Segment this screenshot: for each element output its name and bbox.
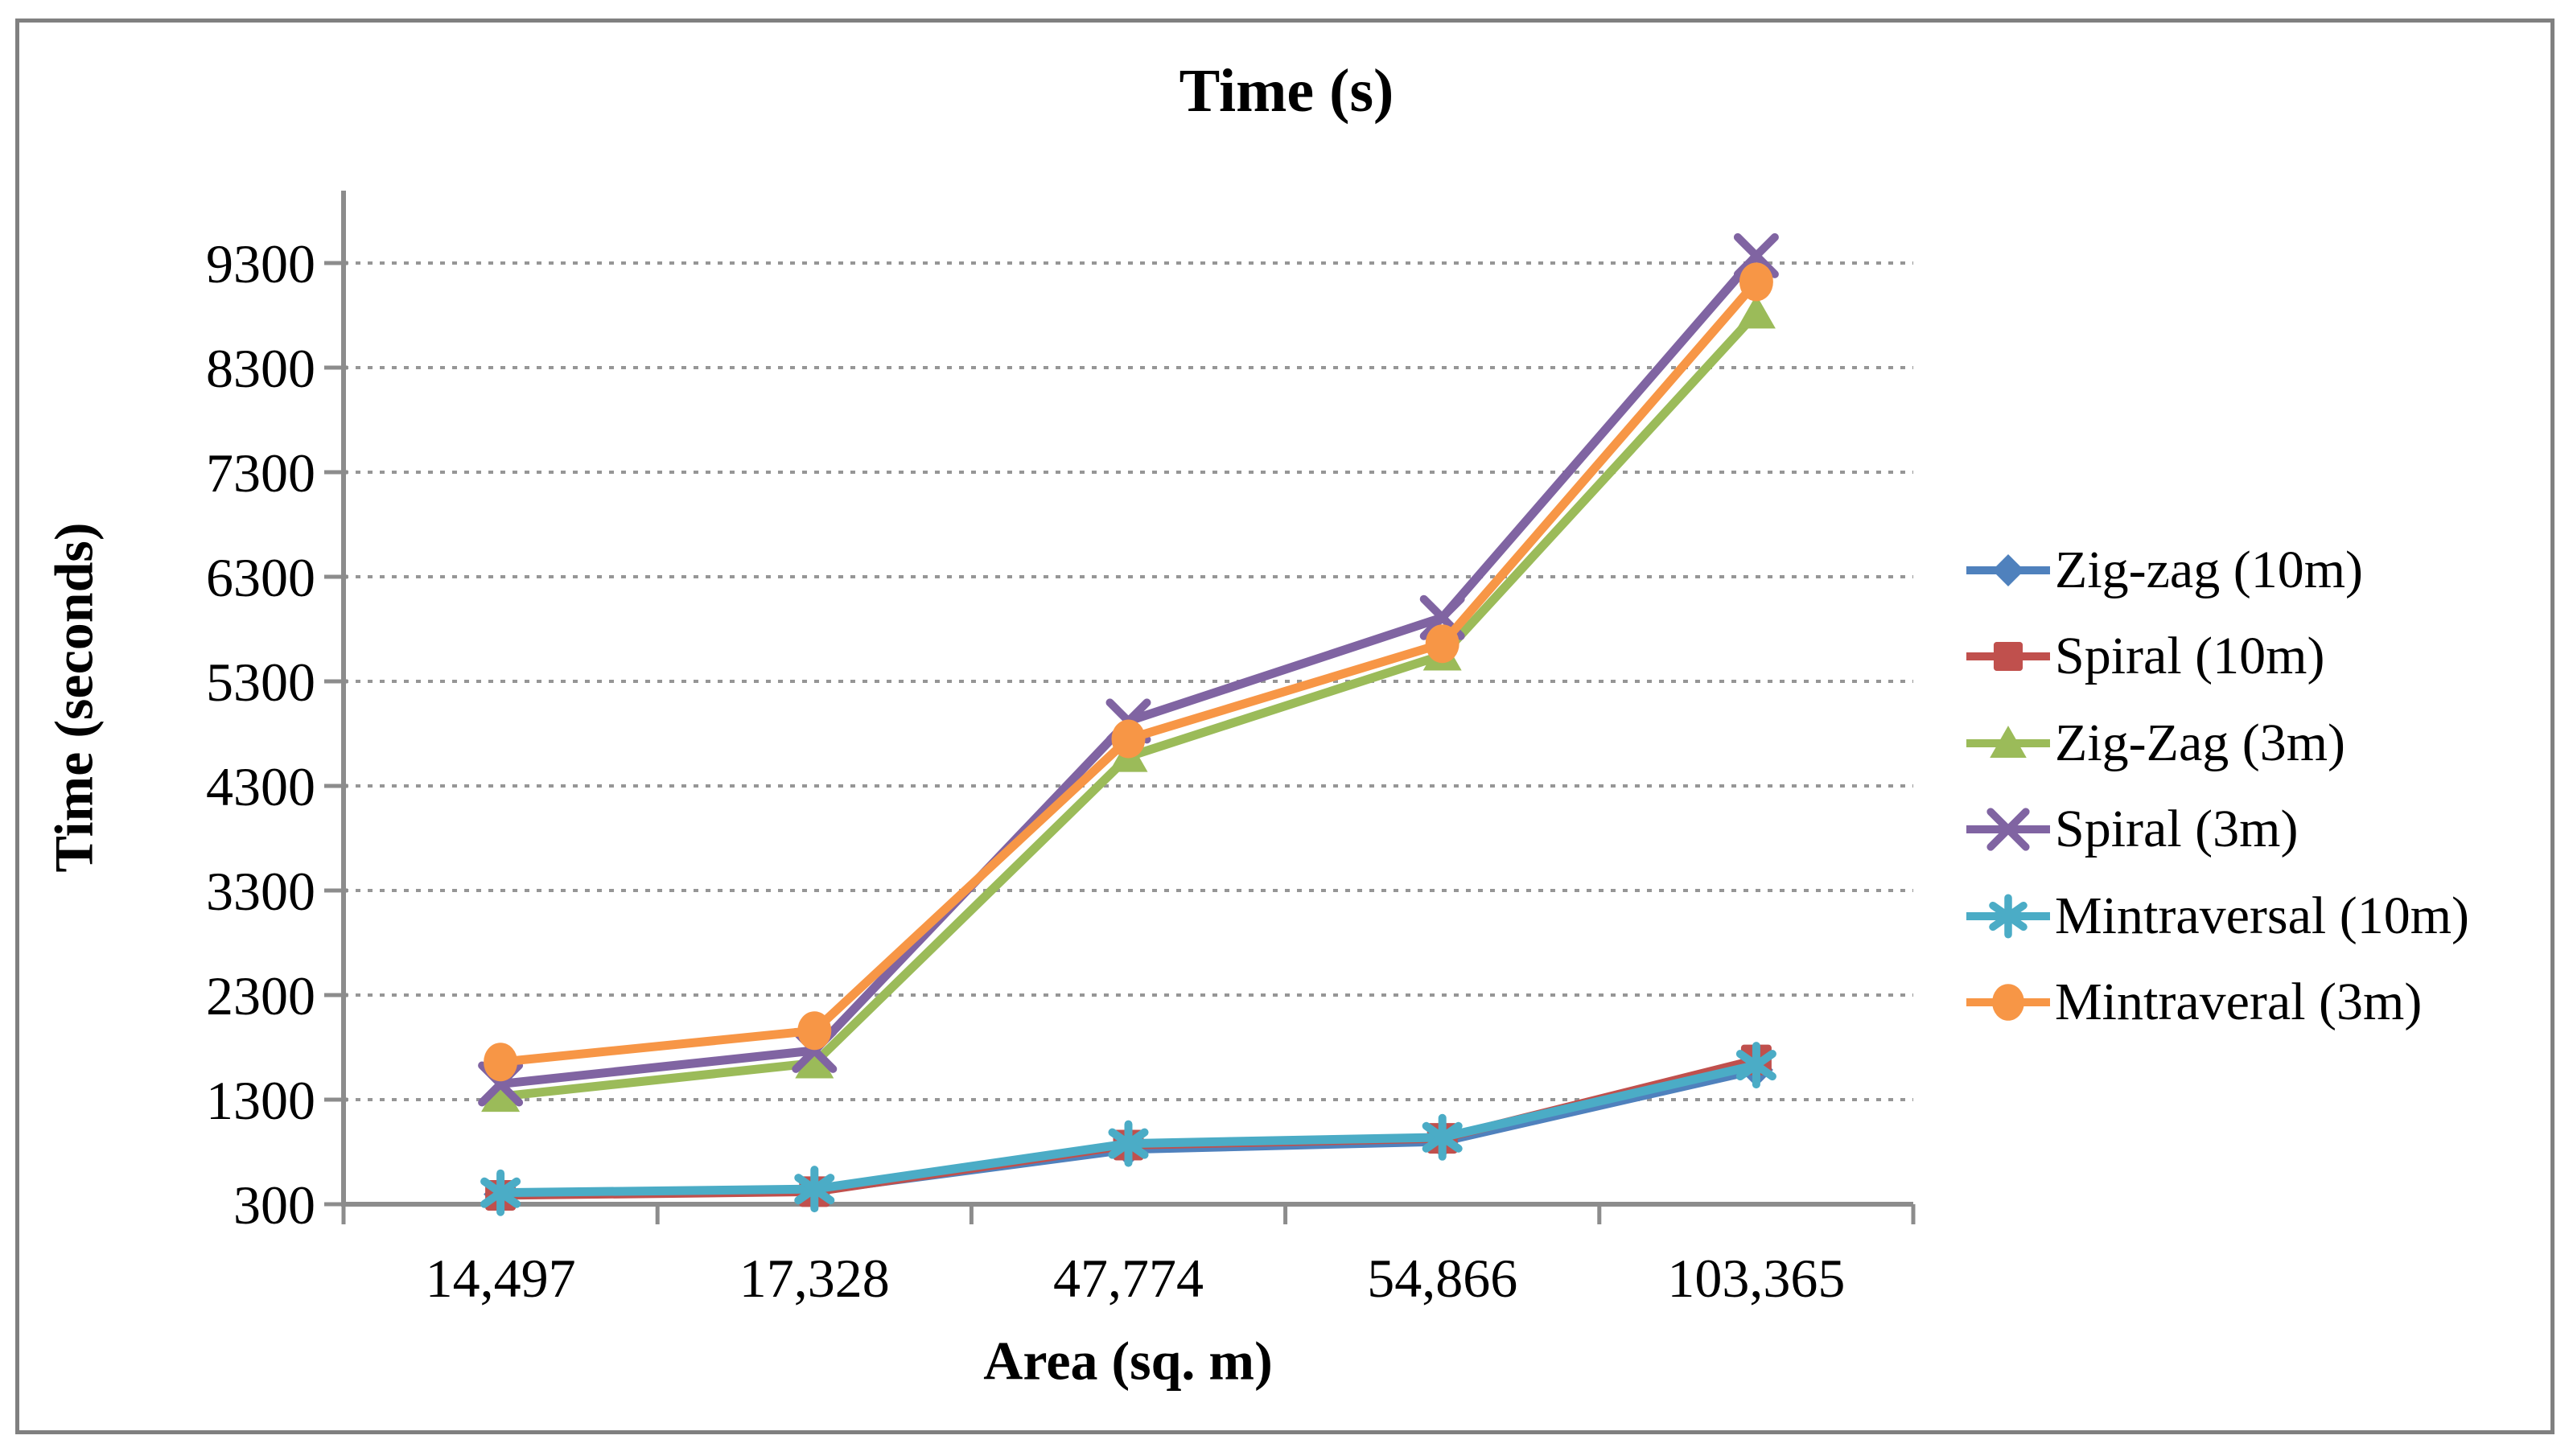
y-tick-label: 8300 [206,338,315,399]
series-zig-zag-3m [481,294,1776,1113]
marker-triangle [1990,725,2027,758]
y-tick-label: 4300 [206,756,315,817]
marker-circle [1111,719,1146,759]
series-mintraversal-10m [480,1042,1776,1216]
legend-marker-triangle-icon [1966,725,2050,758]
y-tick-label: 9300 [206,233,315,294]
x-category-label: 54,866 [1367,1248,1517,1309]
marker-asterisk [1422,1113,1463,1161]
marker-x [1733,232,1779,278]
legend-label: Mintraveral (3m) [2055,973,2423,1032]
legend-item-mintraveral-3m: Mintraveral (3m) [1966,960,2469,1047]
marker-triangle [795,1044,834,1079]
legend-label: Mintraversal (10m) [2055,886,2470,945]
legend-item-spiral-3m: Spiral (3m) [1966,787,2469,874]
marker-asterisk [1108,1120,1149,1167]
legend-label: Spiral (3m) [2055,800,2299,859]
y-tick-label: 6300 [206,547,315,608]
marker-circle [1425,624,1459,664]
marker-square [1993,642,2023,672]
legend-marker-square-icon [1966,642,2050,672]
y-axis-title: Time (seconds) [43,522,105,873]
marker-triangle [481,1078,521,1113]
gridlines [344,261,1913,1101]
x-category-label: 47,774 [1053,1248,1204,1309]
marker-circle [1992,984,2024,1022]
series-mintraveral-3m [484,262,1773,1082]
chart-title: Time (s) [1179,57,1394,125]
marker-x [1986,808,2030,851]
legend-marker-asterisk-icon [1966,894,2050,939]
marker-diamond [1992,553,2024,586]
legend-label: Spiral (10m) [2055,627,2325,686]
legend-item-mintraversal-10m: Mintraversal (10m) [1966,873,2469,960]
y-tick-label: 3300 [206,861,315,922]
legend-marker-diamond-icon [1966,553,2050,586]
legend-marker-circle-icon [1966,984,2050,1022]
x-category-label: 14,497 [426,1248,576,1309]
legend-item-spiral-10m: Spiral (10m) [1966,614,2469,701]
marker-circle [1739,262,1773,302]
y-tick-label: 2300 [206,965,315,1026]
legend: Zig-zag (10m) Spiral (10m) Zig-Zag (3m) Spi… [1966,527,2469,1046]
marker-asterisk [1989,894,2028,939]
x-axis-title: Area (sq. m) [983,1330,1273,1392]
legend-item-zig-zag-10m: Zig-zag (10m) [1966,527,2469,614]
legend-label: Zig-Zag (3m) [2055,713,2346,772]
marker-circle [797,1011,832,1051]
marker-circle [484,1043,518,1082]
legend-marker-x-icon [1966,808,2050,851]
marker-asterisk [794,1166,835,1213]
marker-asterisk [480,1169,521,1216]
y-tick-label: 1300 [206,1070,315,1131]
y-tick-label: 300 [233,1174,315,1236]
x-category-label: 103,365 [1667,1248,1845,1309]
y-tick-label: 5300 [206,652,315,713]
marker-triangle [1736,294,1776,329]
legend-label: Zig-zag (10m) [2055,540,2364,599]
legend-item-zig-zag-3m: Zig-Zag (3m) [1966,700,2469,787]
y-tick-label: 7300 [206,442,315,504]
x-category-label: 17,328 [739,1248,890,1309]
marker-asterisk [1735,1042,1776,1089]
